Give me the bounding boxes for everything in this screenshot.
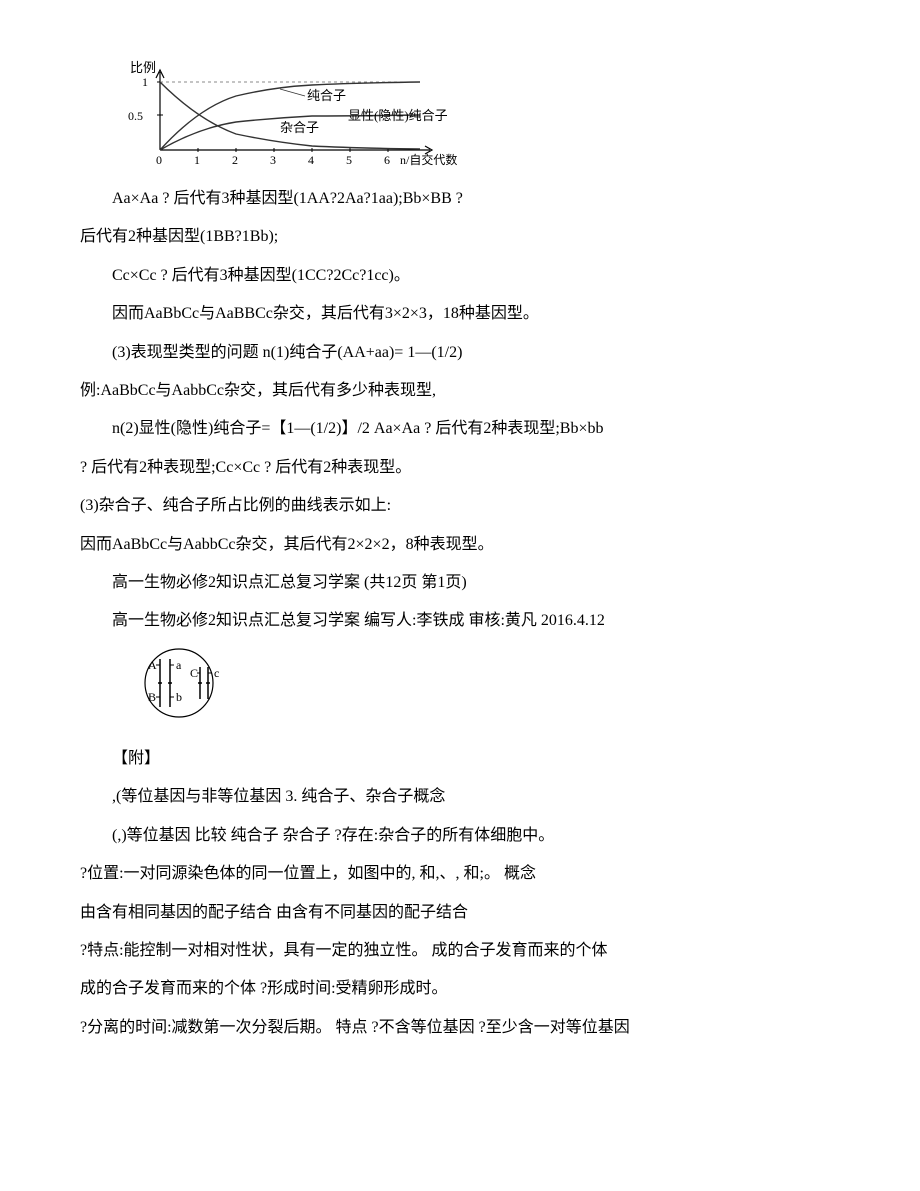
xtick-2: 2: [232, 153, 238, 167]
gene-c: c: [214, 666, 219, 680]
para-18: ?特点:能控制一对相对性状，具有一定的独立性。 成的合子发育而来的个体: [80, 932, 840, 970]
label-domrec: 显性(隐性)纯合子: [348, 108, 448, 123]
ytick-05: 0.5: [128, 109, 143, 123]
para-19: 成的合子发育而来的个体 ?形成时间:受精卵形成时。: [80, 970, 840, 1008]
para-3: Cc×Cc ? 后代有3种基因型(1CC?2Cc?1cc)。: [80, 257, 840, 295]
ytick-1: 1: [142, 75, 148, 89]
para-10: 因而AaBbCc与AabbCc杂交，其后代有2×2×2，8种表现型。: [80, 526, 840, 564]
xtick-0: 0: [156, 153, 162, 167]
y-axis-label: 比例: [130, 60, 156, 75]
para-6: 例:AaBbCc与AabbCc杂交，其后代有多少种表现型,: [80, 372, 840, 410]
gene-B: B: [148, 690, 156, 704]
para-9: (3)杂合子、纯合子所占比例的曲线表示如上:: [80, 487, 840, 525]
chart-svg: 比例 0.5 1 0 1 2 3 4 5 6 n/自交代数: [120, 60, 480, 170]
para-13: 【附】: [80, 740, 840, 778]
para-2: 后代有2种基因型(1BB?1Bb);: [80, 218, 840, 256]
label-pure: 纯合子: [307, 88, 346, 103]
para-20: ?分离的时间:减数第一次分裂后期。 特点 ?不含等位基因 ?至少含一对等位基因: [80, 1009, 840, 1047]
para-16: ?位置:一对同源染色体的同一位置上，如图中的, 和,、, 和;。 概念: [80, 855, 840, 893]
para-14: ,(等位基因与非等位基因 3. 纯合子、杂合子概念: [80, 778, 840, 816]
label-hetero: 杂合子: [280, 120, 319, 135]
para-15: (,)等位基因 比较 纯合子 杂合子 ?存在:杂合子的所有体细胞中。: [80, 817, 840, 855]
gene-A: A: [148, 658, 157, 672]
gene-a: a: [176, 658, 182, 672]
para-12: 高一生物必修2知识点汇总复习学案 编写人:李铁成 审核:黄凡 2016.4.12: [80, 602, 840, 640]
para-17: 由含有相同基因的配子结合 由含有不同基因的配子结合: [80, 894, 840, 932]
gene-b: b: [176, 690, 182, 704]
xtick-4: 4: [308, 153, 314, 167]
para-7: n(2)显性(隐性)纯合子=【1—(1/2)】/2 Aa×Aa ? 后代有2种表…: [80, 410, 840, 448]
para-1: Aa×Aa ? 后代有3种基因型(1AA?2Aa?1aa);Bb×BB ?: [80, 180, 840, 218]
xtick-5: 5: [346, 153, 352, 167]
x-axis-label: n/自交代数: [400, 152, 457, 167]
para-5: (3)表现型类型的问题 n(1)纯合子(AA+aa)= 1—(1/2): [80, 334, 840, 372]
diagram-svg: A B a b C c: [124, 647, 254, 719]
xtick-3: 3: [270, 153, 276, 167]
chromosome-diagram: A B a b C c: [124, 647, 840, 734]
xtick-6: 6: [384, 153, 390, 167]
para-8: ? 后代有2种表现型;Cc×Cc ? 后代有2种表现型。: [80, 449, 840, 487]
para-11: 高一生物必修2知识点汇总复习学案 (共12页 第1页): [80, 564, 840, 602]
para-4: 因而AaBbCc与AaBBCc杂交，其后代有3×2×3，18种基因型。: [80, 295, 840, 333]
xtick-1: 1: [194, 153, 200, 167]
gene-C: C: [190, 666, 198, 680]
ratio-chart: 比例 0.5 1 0 1 2 3 4 5 6 n/自交代数: [120, 60, 840, 170]
